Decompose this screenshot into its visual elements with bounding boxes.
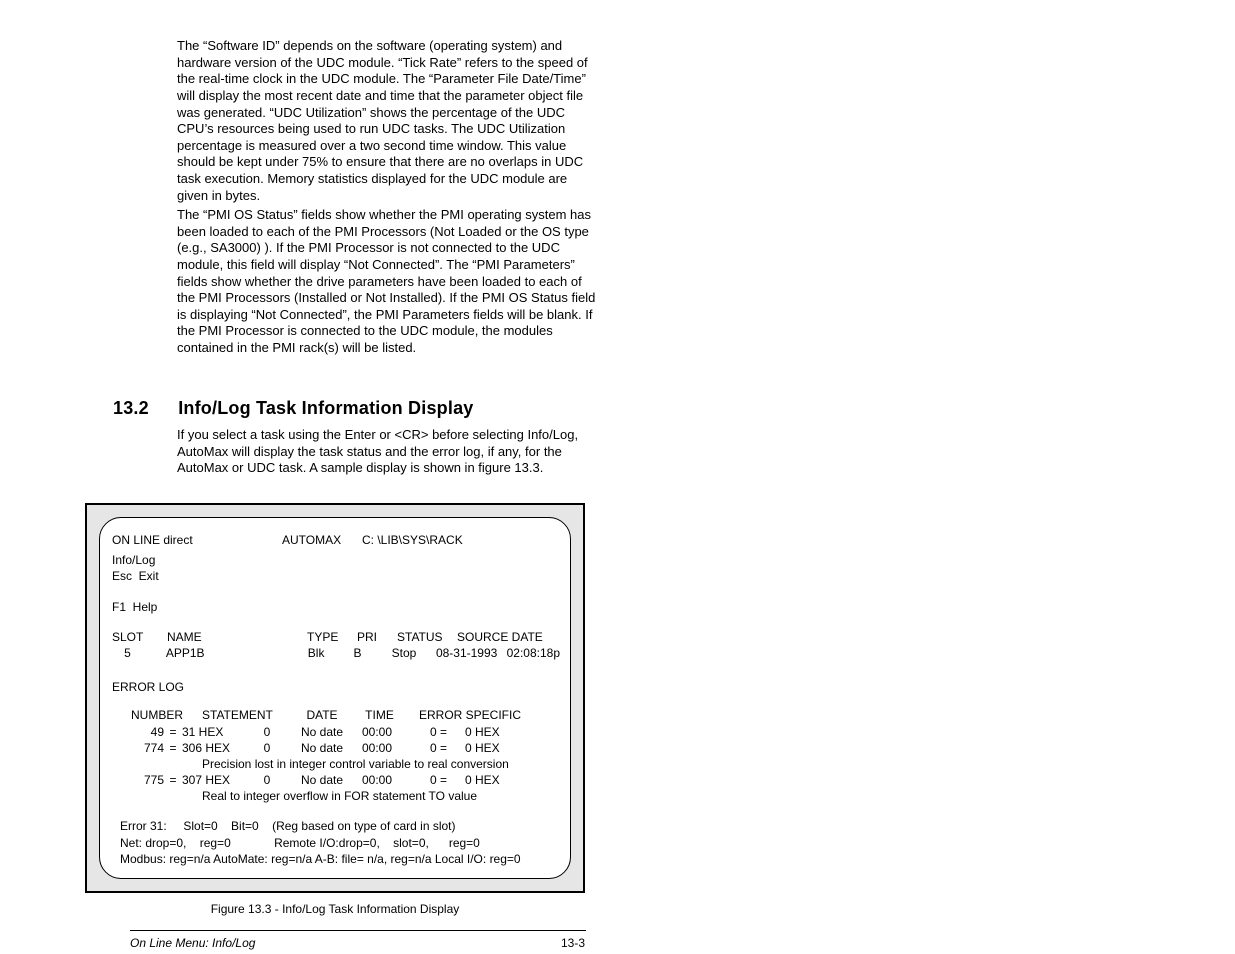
th-source-date: SOURCE DATE [457,629,543,645]
err-rhs: 0 HEX [447,740,500,756]
eh-date: DATE [292,707,352,723]
terminal-mode: ON LINE direct [112,532,282,548]
td-type: Blk [298,645,346,661]
err-time: 00:00 [352,724,402,740]
paragraph-software-id: The “Software ID” depends on the softwar… [177,38,597,204]
err-date: No date [292,724,352,740]
err-msg: Real to integer overflow in FOR statemen… [112,788,560,804]
err-rhs: 0 HEX [447,772,500,788]
td-time: 02:08:18p [507,645,560,661]
error-log-title: ERROR LOG [112,679,560,695]
err-stmt: 0 [242,724,292,740]
error-log-row: 775=307 HEX0No date00:000 =0 HEX [112,772,560,788]
td-status: Stop [384,645,436,661]
err-date: No date [292,740,352,756]
error-log-rows: 49=31 HEX0No date00:000 =0 HEX774=306 HE… [112,724,560,805]
terminal-header-row: ON LINE direct AUTOMAX C: \LIB\SYS\RACK [112,532,560,548]
err-time: 00:00 [352,772,402,788]
err-msg: Precision lost in integer control variab… [112,756,560,772]
td-pri: B [345,645,383,661]
th-type: TYPE [307,629,357,645]
terminal-path: C: \LIB\SYS\RACK [362,532,463,548]
err-num-hex: 306 HEX [182,740,242,756]
intro-paragraph: If you select a task using the Enter or … [177,427,597,477]
err-num-dec: 49 [112,724,164,740]
eh-errspec: ERROR SPECIFIC [407,707,521,723]
eh-number: NUMBER [112,707,202,723]
terminal-footer-line3: Modbus: reg=n/a AutoMate: reg=n/a A-B: f… [112,851,560,867]
task-table-header: SLOT NAME TYPE PRI STATUS SOURCE DATE [112,629,560,645]
err-time: 00:00 [352,740,402,756]
err-num-hex: 31 HEX [182,724,242,740]
intro-text-block: If you select a task using the Enter or … [177,427,597,487]
err-stmt: 0 [242,772,292,788]
body-text-block-2: The “PMI OS Status” fields show whether … [177,207,597,367]
td-date: 08-31-1993 [436,645,507,661]
td-name: APP1B [166,645,298,661]
err-lhs: 0 = [402,740,447,756]
err-num-dec: 775 [112,772,164,788]
section-number: 13.2 [113,397,173,420]
th-slot: SLOT [112,629,167,645]
terminal-footer-line2: Net: drop=0, reg=0 Remote I/O:drop=0, sl… [112,835,560,851]
eh-statement: STATEMENT [202,707,292,723]
terminal-footer-line1: Error 31: Slot=0 Bit=0 (Reg based on typ… [112,818,560,834]
err-num-hex: 307 HEX [182,772,242,788]
terminal-menu-title: Info/Log [112,552,560,568]
figure-frame: ON LINE direct AUTOMAX C: \LIB\SYS\RACK … [85,503,585,893]
page: The “Software ID” depends on the softwar… [0,0,1235,954]
err-date: No date [292,772,352,788]
section-heading: 13.2 Info/Log Task Information Display [113,397,613,420]
task-table-row: 5 APP1B Blk B Stop 08-31-1993 02:08:18p [112,645,560,661]
terminal-display: ON LINE direct AUTOMAX C: \LIB\SYS\RACK … [99,517,571,879]
err-equals: = [164,740,182,756]
body-text-block-1: The “Software ID” depends on the softwar… [177,38,597,214]
footer-rule [130,930,586,931]
err-num-dec: 774 [112,740,164,756]
terminal-f1-help: F1 Help [112,599,560,615]
figure-caption: Figure 13.3 - Info/Log Task Information … [85,902,585,917]
err-equals: = [164,724,182,740]
paragraph-pmi-os-status: The “PMI OS Status” fields show whether … [177,207,597,357]
footer-left: On Line Menu: Info/Log [130,936,255,951]
th-pri: PRI [357,629,397,645]
th-name: NAME [167,629,307,645]
footer-right: 13-3 [555,936,585,951]
error-log-row: 774=306 HEX0No date00:000 =0 HEX [112,740,560,756]
td-slot: 5 [112,645,166,661]
th-status: STATUS [397,629,457,645]
error-log-header: NUMBER STATEMENT DATE TIME ERROR SPECIFI… [112,707,560,723]
err-lhs: 0 = [402,724,447,740]
err-stmt: 0 [242,740,292,756]
error-log-row: 49=31 HEX0No date00:000 =0 HEX [112,724,560,740]
err-lhs: 0 = [402,772,447,788]
section-title: Info/Log Task Information Display [178,398,473,418]
terminal-app: AUTOMAX [282,532,362,548]
terminal-esc-exit: Esc Exit [112,568,560,584]
err-rhs: 0 HEX [447,724,500,740]
eh-time: TIME [352,707,407,723]
err-equals: = [164,772,182,788]
